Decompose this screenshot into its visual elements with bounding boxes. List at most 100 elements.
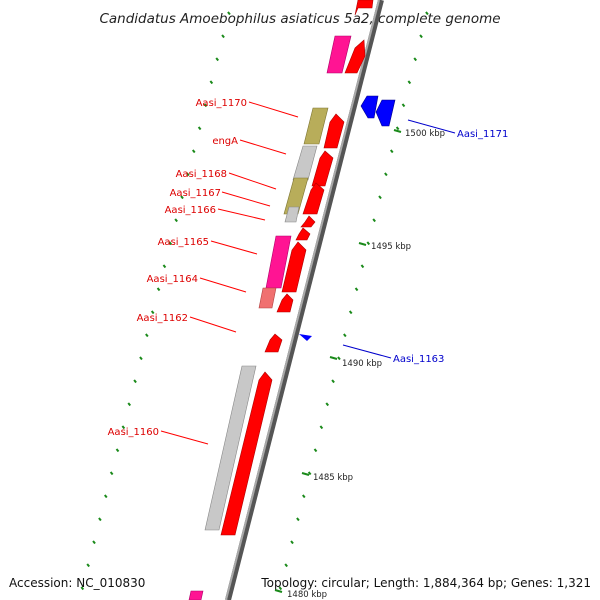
tick-dash <box>395 126 400 131</box>
tick-dash <box>145 333 149 338</box>
leader-lines <box>160 101 456 445</box>
major-tick <box>358 242 367 246</box>
tick-dash <box>360 264 365 269</box>
forward-genes <box>220 0 374 536</box>
tick-dash <box>378 195 382 200</box>
major-tick <box>393 129 402 133</box>
tick-dash <box>384 172 388 177</box>
gene-arrow-1168 <box>302 182 325 215</box>
outer-track <box>188 35 352 600</box>
gene-block-1167 <box>284 206 300 223</box>
tick-dash <box>186 172 190 177</box>
tick-dash <box>366 241 371 246</box>
tick-dash <box>168 241 173 246</box>
gene-arrow-1171a <box>360 95 379 119</box>
tick-dash <box>103 494 108 499</box>
tick-dash <box>337 356 341 361</box>
gene-arrow-1162 <box>264 333 283 353</box>
gene-label-aasi-1168: Aasi_1168 <box>176 169 227 180</box>
gene-arrow-top-2 <box>344 39 366 74</box>
tick-dash <box>80 586 85 591</box>
gene-arrow-enga <box>311 150 334 187</box>
map-title: Candidatus Amoebophilus asiaticus 5a2, c… <box>99 11 500 27</box>
tick-dash <box>174 218 178 223</box>
tick-dash <box>413 57 417 62</box>
gene-arrow-1166 <box>300 215 316 228</box>
reverse-genes <box>299 95 396 341</box>
tick-dash <box>197 126 202 131</box>
ruler-label-1480: 1480 kbp <box>287 590 327 600</box>
tick-dash <box>372 218 376 223</box>
tick-dash <box>127 402 132 407</box>
gene-block-1170 <box>303 107 329 145</box>
gene-block-1165 <box>265 235 292 289</box>
gene-label-aasi-1167: Aasi_1167 <box>170 188 221 199</box>
tick-dash <box>301 494 306 499</box>
tick-dash <box>313 448 318 453</box>
tick-dash <box>296 517 300 522</box>
gene-block-1168 <box>283 177 309 215</box>
tick-dash <box>389 149 394 154</box>
tick-dash <box>227 11 231 16</box>
gene-block-enga <box>292 145 318 181</box>
tick-dash <box>121 425 126 430</box>
tick-dash <box>407 80 412 85</box>
major-tick <box>329 356 338 360</box>
tick-dash <box>215 57 219 62</box>
tick-dash <box>307 471 312 476</box>
tick-dash <box>98 517 102 522</box>
tick-dash <box>290 540 294 545</box>
gene-block-1160 <box>204 365 257 531</box>
tick-dash <box>343 333 347 338</box>
tick-dash <box>221 34 225 39</box>
gene-label-enga: engA <box>212 136 238 147</box>
tick-dash <box>156 287 161 292</box>
tick-dash <box>319 425 324 430</box>
gene-arrow-1170 <box>323 113 345 149</box>
tick-dash <box>325 402 330 407</box>
tick-dash <box>203 103 208 108</box>
tick-dash <box>419 34 423 39</box>
tick-dash <box>331 379 335 384</box>
ruler-label-1490: 1490 kbp <box>342 359 382 369</box>
tick-dash <box>162 264 167 269</box>
gene-arrow-1160 <box>220 371 273 536</box>
tick-dash <box>401 103 406 108</box>
tick-dash <box>150 310 155 315</box>
gene-label-aasi-1164: Aasi_1164 <box>147 274 198 285</box>
gene-arrow-top-1 <box>354 0 374 16</box>
gene-arrow-1163 <box>299 334 312 341</box>
tick-dash <box>425 11 429 16</box>
major-tick <box>301 472 310 476</box>
tick-dash <box>278 586 283 591</box>
gene-label-aasi-1171: Aasi_1171 <box>457 129 508 140</box>
tick-dash <box>86 563 90 568</box>
gene-arrow-1165 <box>281 241 307 293</box>
tick-dash <box>115 448 120 453</box>
genome-backbone <box>225 0 384 600</box>
accession-text: Accession: NC_010830 <box>9 576 146 590</box>
gene-label-aasi-1165: Aasi_1165 <box>158 237 209 248</box>
gene-label-aasi-1160: Aasi_1160 <box>108 427 159 438</box>
gene-arrow-1166b <box>295 227 311 241</box>
tick-dash <box>180 195 184 200</box>
tick-dash <box>139 356 143 361</box>
tick-marks <box>80 11 429 593</box>
gene-label-aasi-1163: Aasi_1163 <box>393 354 444 365</box>
tick-dash <box>354 287 359 292</box>
major-tick <box>274 589 283 593</box>
ruler-label-1500: 1500 kbp <box>405 129 445 139</box>
tick-dash <box>191 149 196 154</box>
ruler-label-1485: 1485 kbp <box>313 473 353 483</box>
tick-dash <box>348 310 353 315</box>
tick-dash <box>133 379 137 384</box>
tick-dash <box>109 471 114 476</box>
tick-dash <box>92 540 96 545</box>
gene-label-aasi-1166: Aasi_1166 <box>165 205 216 216</box>
gene-block-top-pink <box>326 35 352 74</box>
gene-label-aasi-1170: Aasi_1170 <box>196 98 247 109</box>
gene-block-bottom-pink <box>188 590 204 600</box>
tick-dash <box>284 563 288 568</box>
genome-summary-text: Topology: circular; Length: 1,884,364 bp… <box>261 576 591 590</box>
ruler-label-1495: 1495 kbp <box>371 242 411 252</box>
